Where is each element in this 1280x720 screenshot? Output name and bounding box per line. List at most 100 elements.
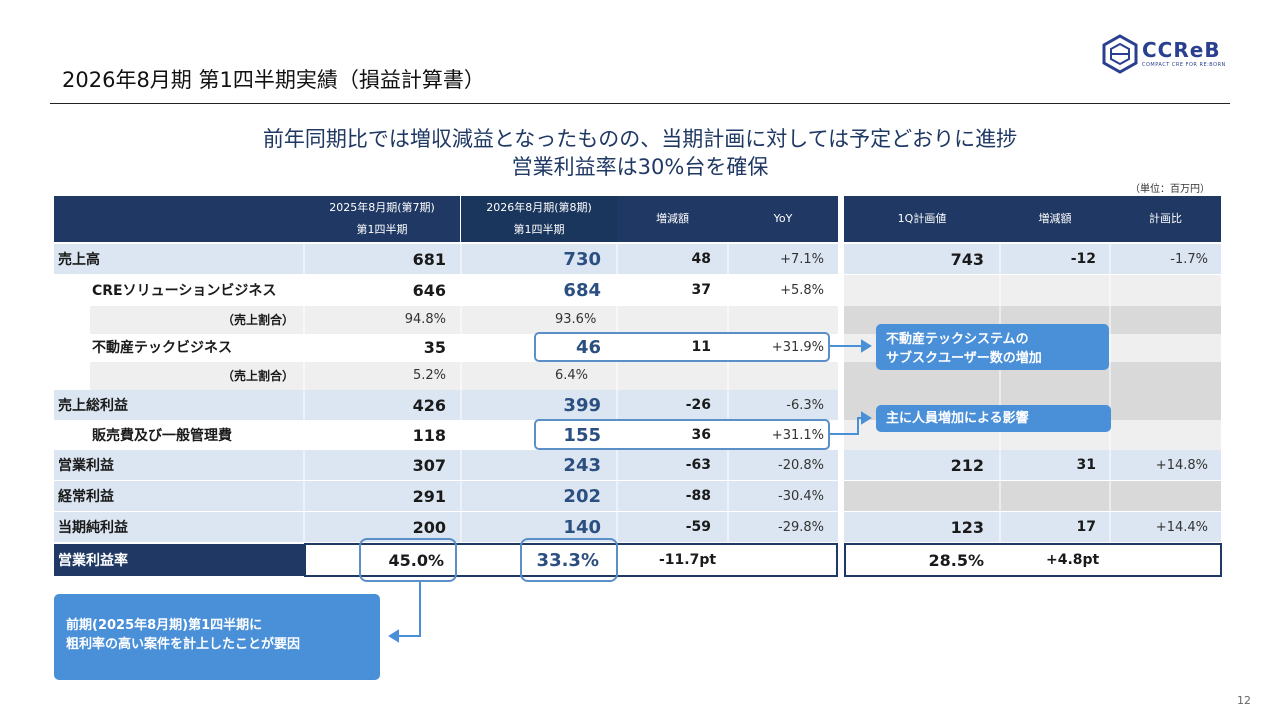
cell-prev: 5.2%	[412, 367, 446, 383]
cell-plan: 743	[950, 249, 984, 269]
row-label: 売上総利益	[58, 398, 128, 414]
callout-sga-reason: 主に人員増加による影響	[876, 405, 1111, 432]
cell-prev: 118	[412, 425, 446, 445]
row-label: 不動産テックビジネス	[92, 340, 232, 356]
highlight-margin-prev	[359, 538, 457, 582]
cell-yoy: -20.8%	[778, 457, 824, 473]
cell-curr: 6.4%	[555, 367, 589, 383]
callout-tech-line2: サブスクユーザー数の増加	[886, 351, 1042, 366]
cell-diff: 11	[691, 339, 711, 355]
header-diff: 増減額	[617, 196, 728, 242]
callout-margin-line1: 前期(2025年8月期)第1四半期に	[66, 618, 263, 633]
cell-diff: -59	[685, 519, 711, 535]
cell-plan-ratio: -1.7%	[1170, 251, 1208, 267]
unit-note: （単位：百万円）	[1130, 184, 1210, 195]
row-bg	[90, 306, 838, 334]
cell-curr: 46	[575, 336, 601, 358]
highlight-tech-curr	[534, 332, 830, 362]
headline-line-1: 前年同期比では増収減益となったものの、当期計画に対しては予定どおりに進捗	[262, 127, 1018, 151]
cell-prev: 94.8%	[404, 311, 446, 327]
cell-prev: 291	[412, 486, 446, 506]
ccreb-logo-icon	[1102, 34, 1138, 74]
logo-wordmark: CCReB	[1142, 38, 1221, 62]
cell-diff: -88	[685, 488, 711, 504]
title-divider	[50, 103, 1230, 104]
highlight-sga-curr	[534, 419, 830, 450]
cell-prev: 681	[412, 249, 446, 269]
cell-plan: 28.5%	[928, 550, 984, 570]
cell-diff: -26	[685, 397, 711, 413]
row-label-operating-margin: 営業利益率	[58, 553, 128, 569]
header-plan: 1Q計画値	[844, 196, 1000, 242]
headline-line-2: 営業利益率は30%台を確保	[511, 155, 769, 179]
cell-diff: -11.7pt	[659, 552, 717, 568]
cell-prev: 646	[412, 280, 446, 300]
cell-curr: 399	[563, 394, 601, 416]
plan-row-bg	[844, 244, 1221, 274]
header-curr-period: 2026年8月期(第8期) 第1四半期	[461, 196, 617, 242]
cell-plan-diff: -12	[1070, 251, 1096, 267]
cell-curr: 730	[563, 248, 601, 270]
row-bg	[54, 450, 838, 480]
cell-diff: 36	[691, 427, 711, 443]
cell-prev: 307	[412, 455, 446, 475]
plan-row-bg	[844, 512, 1221, 542]
row-label: （売上割合）	[222, 368, 295, 383]
row-bg	[54, 512, 838, 542]
cell-curr: 93.6%	[555, 311, 597, 327]
row-bg	[54, 244, 838, 274]
callout-tech-growth: 不動産テックシステムの サブスクユーザー数の増加	[876, 324, 1109, 370]
highlight-margin-curr	[520, 538, 618, 582]
cell-curr: 155	[563, 424, 601, 446]
cell-curr: 140	[563, 516, 601, 538]
callout-sga-text: 主に人員増加による影響	[886, 411, 1029, 426]
callout-margin-line2: 粗利率の高い案件を計上したことが要因	[66, 637, 301, 652]
cell-prev: 35	[423, 337, 446, 357]
row-label: 売上高	[58, 252, 100, 268]
callout-margin-reason: 前期(2025年8月期)第1四半期に 粗利率の高い案件を計上したことが要因	[54, 594, 380, 680]
row-label: （売上割合）	[222, 312, 295, 327]
cell-yoy: +7.1%	[780, 251, 824, 267]
cell-yoy: -6.3%	[786, 397, 824, 413]
plan-row-bg	[844, 481, 1221, 511]
header-curr-line1: 2026年8月期(第8期)	[486, 201, 592, 214]
cell-diff: -63	[685, 457, 711, 473]
cell-curr: 243	[563, 454, 601, 476]
cell-plan-diff: 31	[1076, 457, 1096, 473]
cell-prev: 426	[412, 395, 446, 415]
cell-plan: 123	[950, 517, 984, 537]
cell-diff: 37	[691, 282, 711, 298]
header-label-blank	[54, 196, 304, 242]
cell-curr: 684	[563, 279, 601, 301]
header-curr-line2: 第1四半期	[513, 223, 565, 236]
cell-diff: 48	[691, 251, 711, 267]
cell-curr: 202	[563, 485, 601, 507]
cell-plan: 212	[950, 455, 984, 475]
row-label: CREソリューションビジネス	[92, 283, 277, 299]
cell-curr: 33.3%	[536, 549, 599, 571]
cell-yoy: -29.8%	[778, 519, 824, 535]
cell-plan-diff: 17	[1076, 519, 1096, 535]
row-bg	[54, 390, 838, 420]
cell-yoy: +5.8%	[780, 282, 824, 298]
row-bg	[90, 362, 838, 390]
cell-yoy: -30.4%	[778, 488, 824, 504]
logo-tagline: COMPACT CRE FOR RE:BORN	[1142, 62, 1226, 68]
header-prev-line1: 2025年8月期(第7期)	[329, 201, 435, 214]
margin-row-label-bg	[54, 544, 305, 576]
callout-tech-line1: 不動産テックシステムの	[886, 332, 1029, 347]
cell-yoy: +31.9%	[771, 339, 824, 355]
plan-row-bg	[844, 450, 1221, 480]
page-title: 2026年8月期 第1四半期実績（損益計算書）	[62, 68, 485, 92]
cell-plan-ratio: +14.4%	[1155, 519, 1208, 535]
header-plan-diff: 増減額	[1000, 196, 1110, 242]
cell-plan-diff: +4.8pt	[1046, 552, 1100, 568]
header-prev-line2: 第1四半期	[356, 223, 408, 236]
row-label: 当期純利益	[58, 520, 128, 536]
row-bg	[54, 481, 838, 511]
cell-plan-ratio: +14.8%	[1155, 457, 1208, 473]
plan-row-bg	[844, 275, 1221, 306]
cell-prev: 200	[412, 517, 446, 537]
row-label: 営業利益	[58, 458, 114, 474]
cell-yoy: +31.1%	[771, 427, 824, 443]
